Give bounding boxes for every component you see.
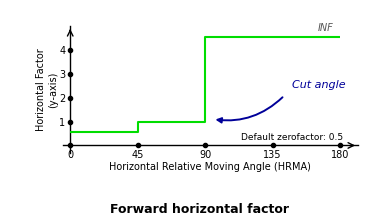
X-axis label: Horizontal Relative Moving Angle (HRMA): Horizontal Relative Moving Angle (HRMA)	[109, 162, 311, 172]
Text: Default zerofactor: 0.5: Default zerofactor: 0.5	[241, 133, 343, 142]
Y-axis label: Horizontal Factor
(y-axis): Horizontal Factor (y-axis)	[36, 48, 58, 131]
Text: INF: INF	[318, 23, 334, 33]
Text: Cut angle: Cut angle	[292, 80, 346, 90]
Text: Forward horizontal factor: Forward horizontal factor	[110, 203, 289, 216]
